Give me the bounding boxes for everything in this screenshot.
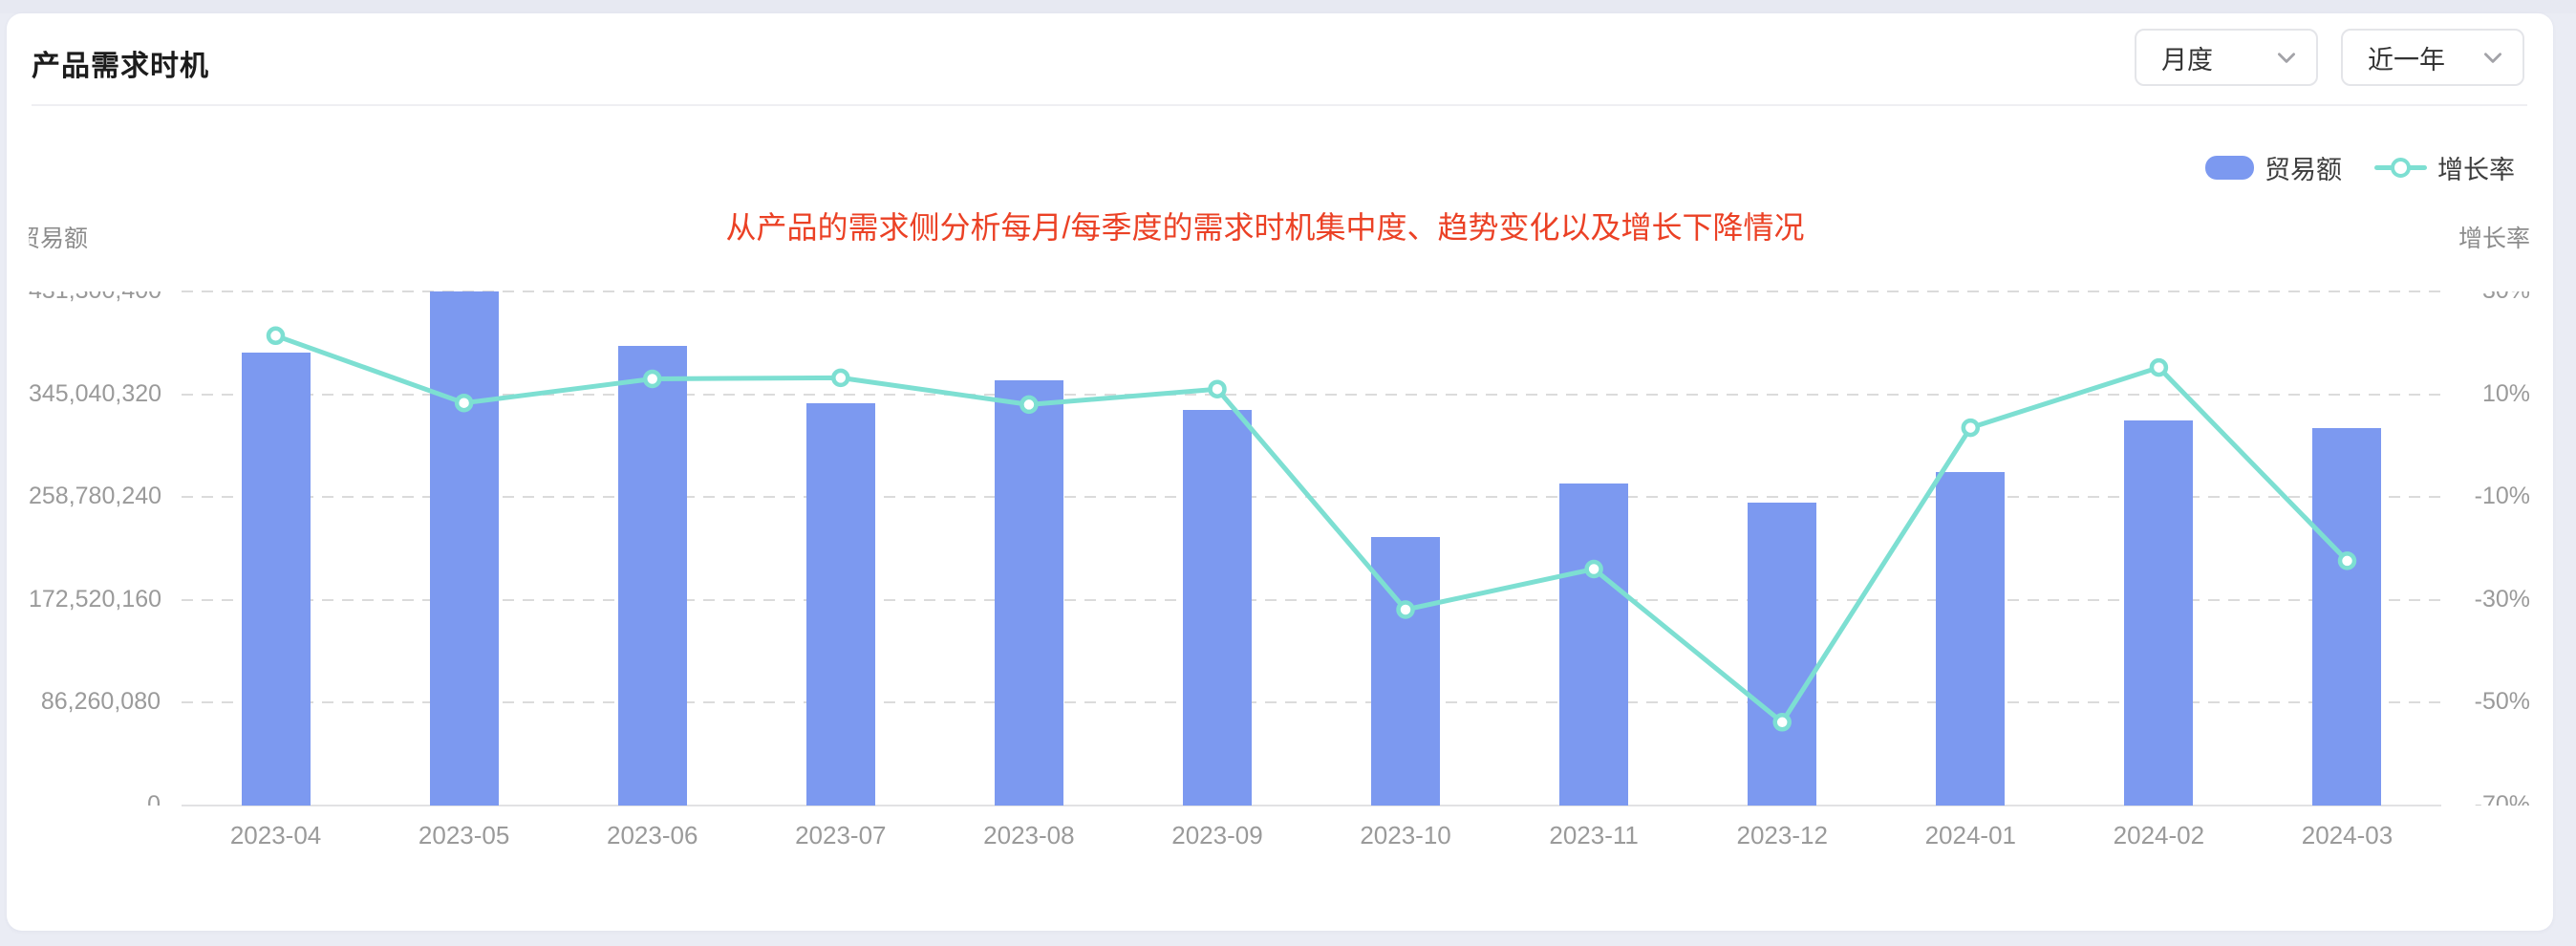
trade-bar-2024-02[interactable] (2124, 420, 2194, 806)
gridline (182, 290, 2441, 292)
x-tick-label: 2023-09 (1171, 821, 1263, 849)
page-title: 产品需求时机 (32, 51, 209, 82)
trade-bar-2024-01[interactable] (1936, 472, 2006, 806)
page-background-strip (0, 0, 2576, 13)
y-tick-label: 258,780,240 (29, 483, 161, 510)
x-axis-line (182, 805, 2441, 806)
x-tick-label: 2023-10 (1360, 821, 1451, 849)
gridline (182, 598, 2441, 601)
growth-point-2023-12 (1772, 713, 1792, 732)
x-tick-label: 2023-04 (229, 821, 322, 849)
gridline (182, 701, 2441, 704)
growth-point-2023-11 (1584, 559, 1603, 579)
trade-bar-2023-06[interactable] (617, 345, 687, 806)
trade-bar-2023-12[interactable] (1748, 502, 1817, 806)
legend-label: 贸易额 (2265, 156, 2342, 184)
x-axis-labels: 2023-04 2023-05 2023-06 2023-07 2023-08 2023-… (182, 821, 2441, 853)
y-tick-label: 431,300,400 (29, 291, 161, 305)
trade-bar-2023-05[interactable] (429, 291, 499, 806)
trade-bar-2024-03[interactable] (2312, 428, 2382, 806)
growth-point-2023-10 (1396, 600, 1415, 619)
x-tick-label: 2023-08 (983, 821, 1075, 849)
y-tick-label: 30% (2446, 291, 2530, 305)
chevron-down-icon (2278, 53, 2295, 63)
trade-bar-2023-11[interactable] (1559, 483, 1629, 806)
left-axis-labels: 431,300,400 345,040,320 258,780,240 172,520… (29, 291, 161, 806)
trade-bar-2023-09[interactable] (1182, 409, 1252, 806)
growth-point-2023-08 (1020, 395, 1039, 415)
y-tick-label: -30% (2474, 585, 2530, 613)
y-tick-label: 172,520,160 (29, 585, 161, 613)
trade-bar-2023-07[interactable] (805, 402, 875, 806)
right-axis-title: 增长率 (2458, 226, 2530, 252)
x-tick-label: 2024-02 (2113, 821, 2205, 849)
y-tick-label: 10% (2481, 379, 2530, 407)
y-tick-label: -10% (2474, 483, 2530, 510)
growth-point-2023-07 (831, 368, 850, 388)
growth-point-2023-09 (1208, 379, 1227, 398)
legend-item-growth[interactable]: 增长率 (2374, 149, 2515, 186)
y-tick-label: -50% (2474, 688, 2530, 716)
x-tick-label: 2023-12 (1736, 821, 1828, 849)
range-select-value: 近一年 (2368, 45, 2445, 75)
bar-series-swatch (2205, 156, 2254, 180)
chart-card: 产品需求时机 月度 近一年 贸易额 (7, 13, 2553, 931)
left-axis-title: 贸易额 (29, 226, 89, 252)
period-select[interactable]: 月度 (2135, 29, 2318, 86)
x-tick-label: 2023-05 (418, 821, 510, 849)
growth-point-2024-02 (2149, 357, 2169, 377)
range-select[interactable]: 近一年 (2341, 29, 2524, 86)
growth-point-2023-04 (266, 326, 286, 346)
trade-bar-2023-08[interactable] (994, 379, 1063, 806)
x-tick-label: 2023-11 (1549, 821, 1639, 849)
x-tick-label: 2024-03 (2301, 821, 2394, 849)
chevron-down-icon (2484, 53, 2501, 63)
chart-legend: 贸易额 增长率 (2205, 149, 2515, 186)
growth-line (266, 326, 2357, 732)
chart-annotation: 从产品的需求侧分析每月/每季度的需求时机集中度、趋势变化以及增长下降情况 (725, 210, 1805, 245)
y-tick-label: 0 (147, 791, 161, 806)
legend-label: 增长率 (2437, 156, 2515, 184)
line-series-marker-icon (2374, 156, 2427, 180)
x-tick-label: 2023-06 (606, 821, 698, 849)
y-tick-label: -70% (2474, 791, 2530, 806)
plot-area (182, 290, 2441, 806)
y-tick-label: 86,260,080 (40, 688, 161, 716)
gridline (182, 393, 2441, 396)
y-tick-label: 345,040,320 (29, 379, 161, 407)
x-tick-label: 2024-01 (1924, 821, 2016, 849)
growth-point-2024-03 (2337, 551, 2357, 570)
growth-point-2023-06 (642, 369, 662, 389)
trade-bar-2023-04[interactable] (241, 352, 311, 806)
right-axis-labels: 30% 10% -10% -30% -50% -70% (2446, 291, 2530, 806)
x-tick-label: 2023-07 (795, 821, 887, 849)
growth-point-2024-01 (1961, 418, 1981, 438)
filter-bar: 月度 近一年 (2135, 29, 2524, 86)
period-select-value: 月度 (2161, 45, 2213, 75)
header-divider (32, 104, 2527, 106)
growth-point-2023-05 (454, 393, 474, 413)
legend-item-trade[interactable]: 贸易额 (2205, 149, 2342, 186)
